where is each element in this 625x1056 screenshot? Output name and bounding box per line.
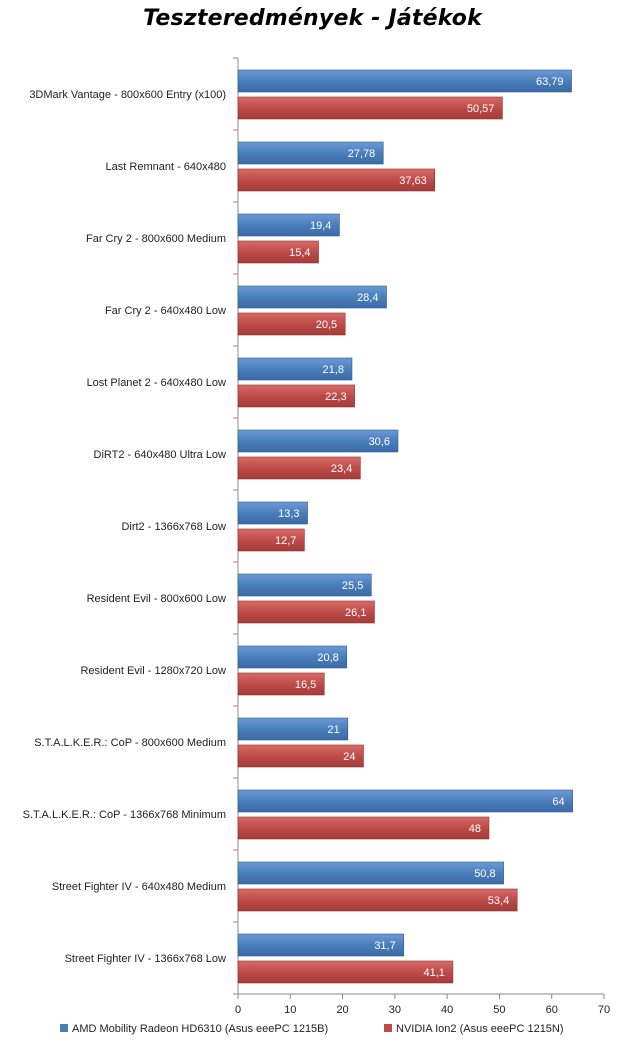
bar bbox=[237, 168, 436, 192]
bar bbox=[237, 960, 454, 984]
data-label: 63,79 bbox=[536, 76, 564, 88]
data-label: 24 bbox=[343, 751, 355, 763]
bar bbox=[237, 888, 518, 912]
bar bbox=[237, 285, 387, 309]
x-tick-label: 50 bbox=[493, 1004, 505, 1016]
data-label: 64 bbox=[552, 796, 564, 808]
bar bbox=[237, 456, 361, 480]
bar bbox=[237, 240, 319, 264]
bar bbox=[237, 213, 340, 237]
bar bbox=[237, 69, 572, 93]
x-tick-label: 20 bbox=[336, 1004, 348, 1016]
x-tick-label: 70 bbox=[598, 1004, 610, 1016]
data-label: 41,1 bbox=[423, 967, 444, 979]
data-label: 21,8 bbox=[323, 364, 344, 376]
data-label: 19,4 bbox=[310, 220, 331, 232]
data-label: 50,57 bbox=[467, 103, 495, 115]
x-tick-label: 40 bbox=[441, 1004, 453, 1016]
category-label: Dirt2 - 1366x768 Low bbox=[121, 521, 226, 533]
data-label: 12,7 bbox=[275, 535, 296, 547]
category-label: Far Cry 2 - 640x480 Low bbox=[105, 305, 226, 317]
data-label: 16,5 bbox=[295, 679, 316, 691]
data-label: 26,1 bbox=[345, 607, 366, 619]
x-tick-label: 0 bbox=[235, 1004, 241, 1016]
data-label: 13,3 bbox=[278, 508, 299, 520]
bar bbox=[237, 717, 349, 741]
bar bbox=[237, 672, 325, 696]
chart-title: Teszteredmények - Játékok bbox=[143, 6, 482, 31]
category-label: 3DMark Vantage - 800x600 Entry (x100) bbox=[29, 89, 226, 101]
category-label: Street Fighter IV - 640x480 Medium bbox=[52, 881, 226, 893]
x-tick-label: 60 bbox=[546, 1004, 558, 1016]
data-label: 53,4 bbox=[488, 895, 509, 907]
x-tick-label: 30 bbox=[389, 1004, 401, 1016]
data-label: 15,4 bbox=[289, 247, 310, 259]
data-label: 48 bbox=[469, 823, 481, 835]
data-label: 30,6 bbox=[369, 436, 390, 448]
data-label: 22,3 bbox=[325, 391, 346, 403]
x-tick-label: 10 bbox=[284, 1004, 296, 1016]
category-label: S.T.A.L.K.E.R.: CoP - 1366x768 Minimum bbox=[23, 809, 226, 821]
data-label: 20,5 bbox=[316, 319, 337, 331]
bar bbox=[237, 816, 490, 840]
data-label: 20,8 bbox=[317, 652, 338, 664]
category-label: Lost Planet 2 - 640x480 Low bbox=[87, 377, 226, 389]
category-label: S.T.A.L.K.E.R.: CoP - 800x600 Medium bbox=[34, 737, 226, 749]
data-label: 27,78 bbox=[348, 148, 376, 160]
bar bbox=[237, 573, 372, 597]
bar bbox=[237, 312, 346, 336]
bar bbox=[237, 429, 399, 453]
legend-entry: AMD Mobility Radeon HD6310 (Asus eeePC 1… bbox=[72, 1023, 328, 1035]
data-label: 37,63 bbox=[399, 175, 427, 187]
bar bbox=[237, 789, 573, 813]
bar bbox=[237, 861, 504, 885]
bar bbox=[237, 600, 375, 624]
category-label: Resident Evil - 800x600 Low bbox=[87, 593, 226, 605]
category-label: Resident Evil - 1280x720 Low bbox=[80, 665, 226, 677]
category-label: Far Cry 2 - 800x600 Medium bbox=[86, 233, 226, 245]
data-label: 21 bbox=[328, 724, 340, 736]
bar bbox=[237, 357, 353, 381]
data-label: 50,8 bbox=[474, 868, 495, 880]
data-label: 31,7 bbox=[374, 940, 395, 952]
bar bbox=[237, 645, 348, 669]
bar bbox=[237, 141, 384, 165]
legend-swatch bbox=[60, 1024, 68, 1032]
legend-swatch bbox=[384, 1024, 392, 1032]
bar bbox=[237, 96, 503, 120]
legend-entry: NVIDIA Ion2 (Asus eeePC 1215N) bbox=[396, 1023, 564, 1035]
bar bbox=[237, 744, 364, 768]
bar bbox=[237, 384, 355, 408]
category-label: DiRT2 - 640x480 Ultra Low bbox=[94, 449, 227, 461]
bar bbox=[237, 501, 308, 525]
category-label: Street Fighter IV - 1366x768 Low bbox=[65, 953, 226, 965]
bar bbox=[237, 528, 305, 552]
bar bbox=[237, 933, 405, 957]
data-label: 28,4 bbox=[357, 292, 378, 304]
data-label: 23,4 bbox=[331, 463, 352, 475]
data-label: 25,5 bbox=[342, 580, 363, 592]
category-label: Last Remnant - 640x480 bbox=[106, 161, 226, 173]
